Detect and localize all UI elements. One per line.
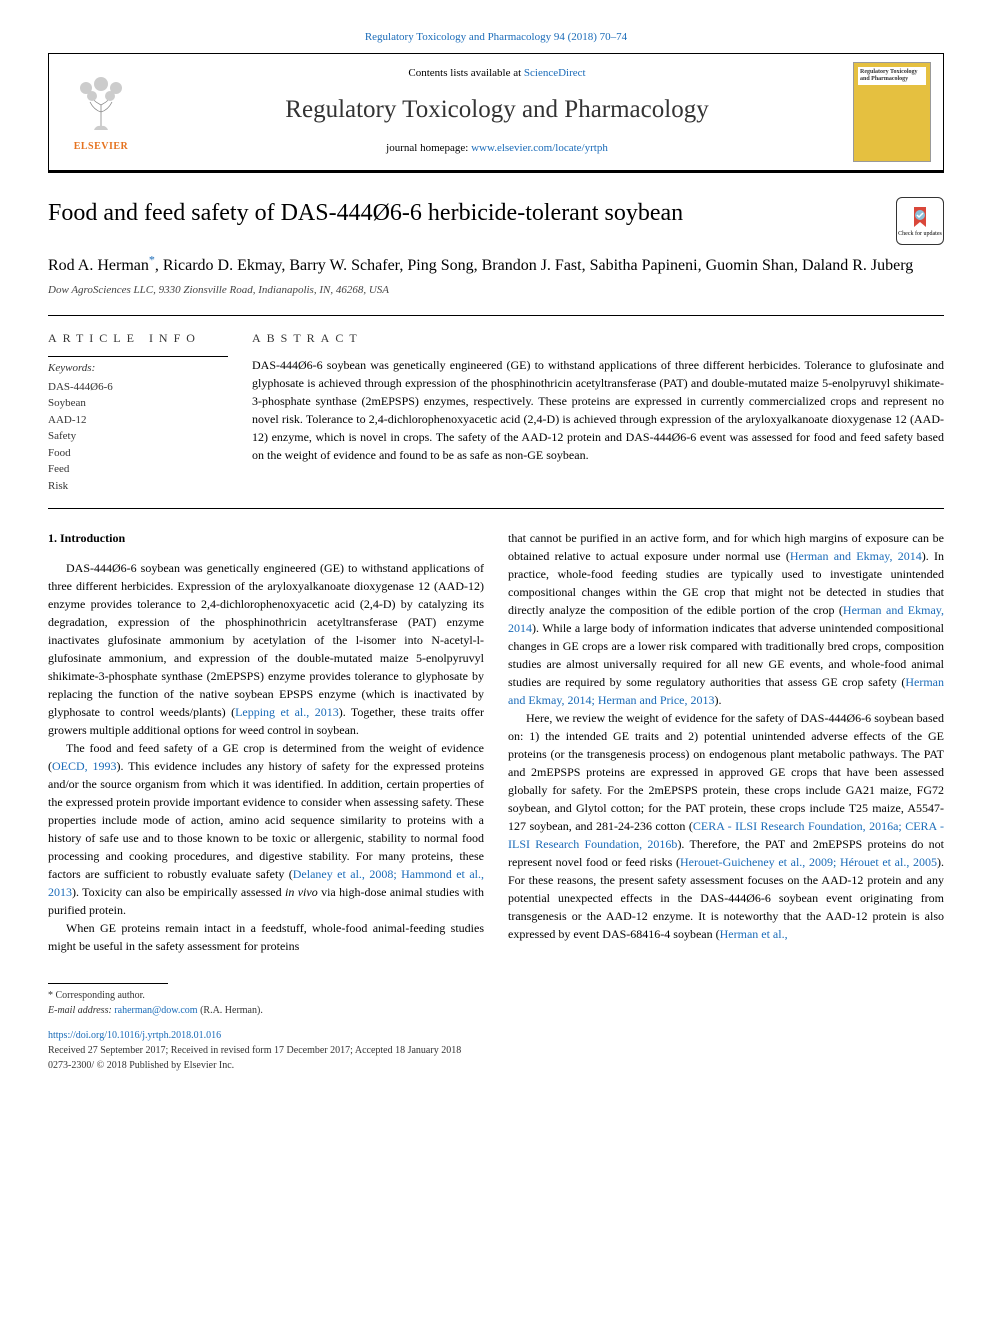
check-updates-badge[interactable]: Check for updates	[896, 197, 944, 245]
article-info-label: ARTICLE INFO	[48, 330, 228, 347]
corresponding-author-note: * Corresponding author.	[48, 988, 944, 1003]
footnote-rule	[48, 983, 168, 984]
email-suffix: (R.A. Herman).	[198, 1005, 263, 1016]
elsevier-wordmark: ELSEVIER	[74, 140, 129, 154]
keyword: Feed	[48, 461, 228, 478]
homepage-link[interactable]: www.elsevier.com/locate/yrtph	[471, 142, 608, 154]
abstract-text: DAS-444Ø6-6 soybean was genetically engi…	[252, 356, 944, 464]
journal-citation: Regulatory Toxicology and Pharmacology 9…	[48, 30, 944, 45]
abstract-label: ABSTRACT	[252, 330, 944, 347]
body-paragraph: DAS-444Ø6-6 soybean was genetically engi…	[48, 559, 484, 739]
body-paragraph: When GE proteins remain intact in a feed…	[48, 919, 484, 955]
affiliation: Dow AgroSciences LLC, 9330 Zionsville Ro…	[48, 283, 944, 298]
separator	[48, 315, 944, 316]
article-info-column: ARTICLE INFO Keywords: DAS-444Ø6-6 Soybe…	[48, 330, 228, 495]
article-title: Food and feed safety of DAS-444Ø6-6 herb…	[48, 197, 876, 231]
body-paragraph: The food and feed safety of a GE crop is…	[48, 739, 484, 919]
contents-prefix: Contents lists available at	[408, 67, 523, 79]
corresponding-mark: *	[149, 252, 155, 266]
header-center: Contents lists available at ScienceDirec…	[141, 62, 853, 162]
keyword: AAD-12	[48, 412, 228, 429]
email-label: E-mail address:	[48, 1005, 114, 1016]
keywords-label: Keywords:	[48, 356, 228, 376]
homepage-prefix: journal homepage:	[386, 142, 471, 154]
separator	[48, 508, 944, 509]
elsevier-tree-icon	[66, 70, 136, 140]
body-columns: 1. Introduction DAS-444Ø6-6 soybean was …	[48, 529, 944, 955]
copyright-line: 0273-2300/ © 2018 Published by Elsevier …	[48, 1058, 944, 1073]
email-link[interactable]: raherman@dow.com	[114, 1005, 197, 1016]
keyword: Safety	[48, 428, 228, 445]
keyword: DAS-444Ø6-6	[48, 379, 228, 396]
keyword: Food	[48, 445, 228, 462]
bookmark-check-icon	[908, 205, 932, 229]
check-updates-label: Check for updates	[898, 231, 942, 238]
body-paragraph: that cannot be purified in an active for…	[508, 529, 944, 709]
right-column: that cannot be purified in an active for…	[508, 529, 944, 955]
sciencedirect-link[interactable]: ScienceDirect	[524, 67, 586, 79]
body-paragraph: Here, we review the weight of evidence f…	[508, 709, 944, 943]
journal-cover-thumbnail: Regulatory Toxicology and Pharmacology	[853, 62, 931, 162]
email-line: E-mail address: raherman@dow.com (R.A. H…	[48, 1003, 944, 1018]
intro-heading: 1. Introduction	[48, 529, 484, 547]
received-line: Received 27 September 2017; Received in …	[48, 1043, 944, 1058]
cover-title: Regulatory Toxicology and Pharmacology	[858, 67, 926, 84]
left-column: 1. Introduction DAS-444Ø6-6 soybean was …	[48, 529, 484, 955]
authors-line: Rod A. Herman*, Ricardo D. Ekmay, Barry …	[48, 251, 944, 277]
abstract-column: ABSTRACT DAS-444Ø6-6 soybean was genetic…	[252, 330, 944, 495]
authors-text: Rod A. Herman*, Ricardo D. Ekmay, Barry …	[48, 257, 913, 274]
keyword: Soybean	[48, 395, 228, 412]
keywords-list: DAS-444Ø6-6 Soybean AAD-12 Safety Food F…	[48, 379, 228, 495]
journal-name: Regulatory Toxicology and Pharmacology	[151, 92, 843, 127]
contents-list-line: Contents lists available at ScienceDirec…	[151, 66, 843, 81]
journal-header: ELSEVIER Contents lists available at Sci…	[48, 53, 944, 173]
elsevier-logo: ELSEVIER	[61, 62, 141, 162]
homepage-line: journal homepage: www.elsevier.com/locat…	[151, 141, 843, 156]
footer: * Corresponding author. E-mail address: …	[48, 983, 944, 1073]
doi-link[interactable]: https://doi.org/10.1016/j.yrtph.2018.01.…	[48, 1028, 944, 1043]
keyword: Risk	[48, 478, 228, 495]
